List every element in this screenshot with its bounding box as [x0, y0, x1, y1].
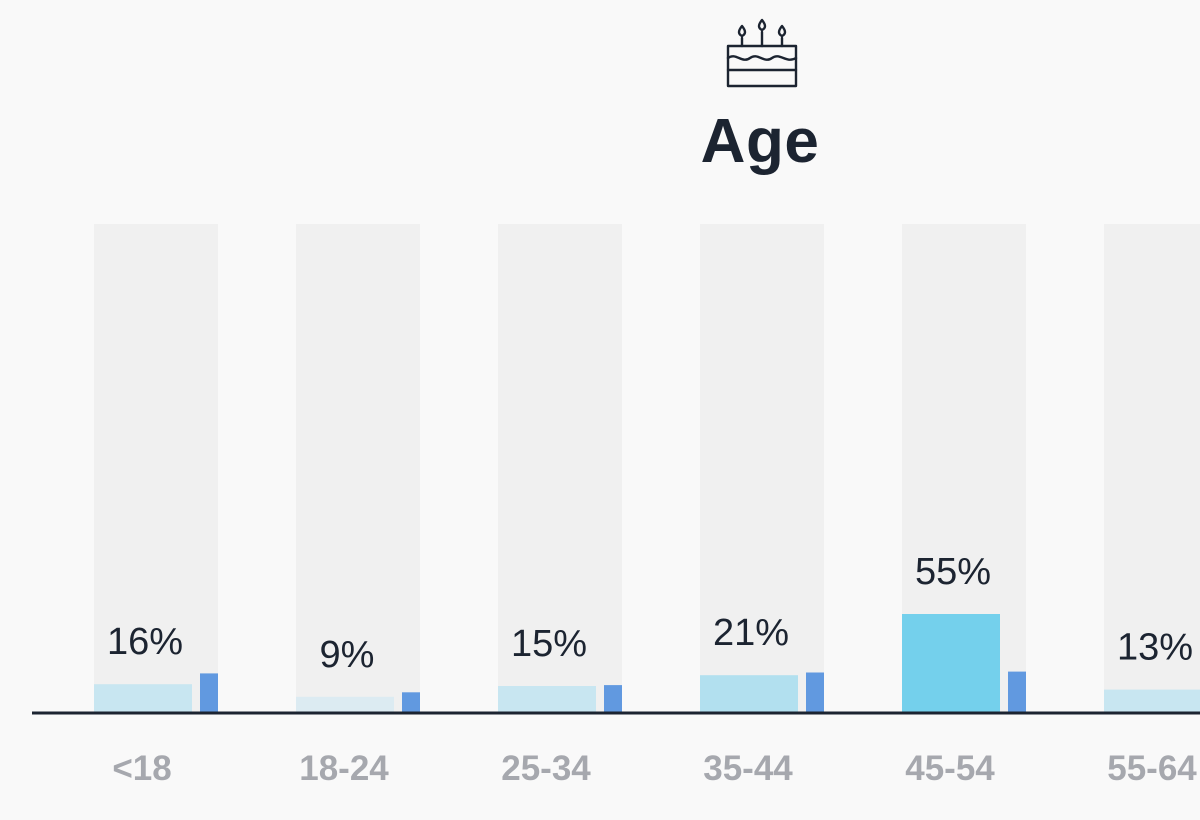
data-label: 9% — [320, 634, 375, 676]
bar-track — [700, 224, 824, 713]
data-label: 16% — [107, 621, 183, 663]
bar-compare — [200, 673, 218, 713]
chart-title: Age — [700, 107, 820, 176]
category-label: 18-24 — [299, 749, 389, 788]
bar-compare — [1008, 671, 1026, 713]
category-label: 45-54 — [905, 749, 995, 788]
bar-track — [498, 224, 622, 713]
bar-value — [94, 684, 192, 713]
data-label: 21% — [713, 612, 789, 654]
bar-track — [94, 224, 218, 713]
bar-value — [902, 614, 1000, 713]
data-label: 15% — [511, 623, 587, 665]
bar-value — [296, 696, 394, 713]
category-label: 35-44 — [703, 749, 793, 788]
data-label: 13% — [1117, 627, 1193, 669]
bar-compare — [402, 692, 420, 713]
bar-compare — [604, 685, 622, 713]
bar-value — [498, 686, 596, 713]
data-label: 55% — [915, 551, 991, 593]
bar-track — [296, 224, 420, 713]
bar-compare — [806, 672, 824, 713]
category-label: 25-34 — [501, 749, 591, 788]
category-label: <18 — [112, 749, 171, 788]
bar-value — [700, 675, 798, 713]
birthday-cake-icon — [726, 18, 798, 88]
bar-track — [1104, 224, 1200, 713]
category-label: 55-64 — [1107, 749, 1197, 788]
bar-value — [1104, 689, 1200, 713]
